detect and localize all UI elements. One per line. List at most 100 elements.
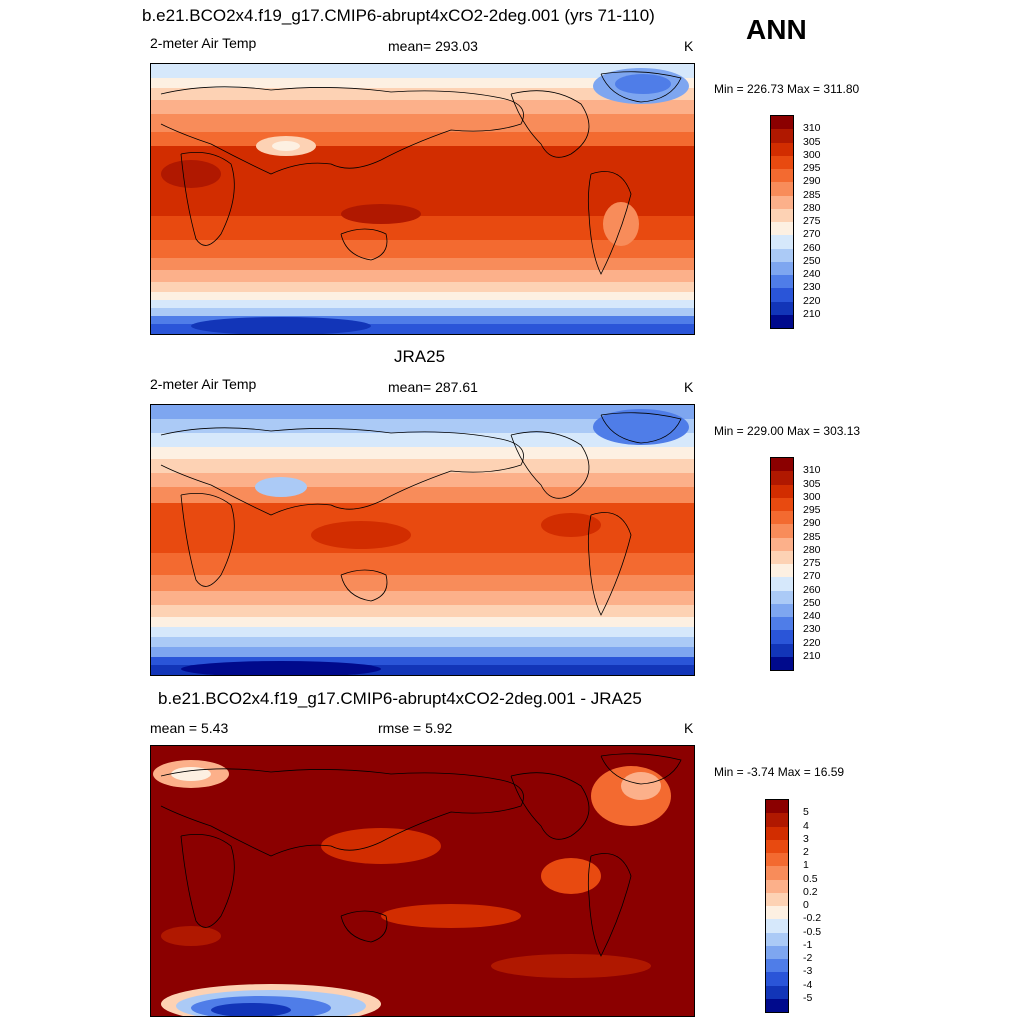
colorbar-tick-label: 285 — [803, 530, 821, 543]
colorbar-tick-label: 295 — [803, 162, 821, 174]
colorbar-swatch — [771, 630, 793, 644]
panel-1-mean-label: mean= 293.03 — [388, 38, 478, 54]
panel-2-map — [150, 404, 695, 676]
colorbar-swatch — [766, 892, 788, 906]
colorbar-tick-label: 5 — [803, 806, 809, 819]
colorbar-tick-label: -3 — [803, 965, 813, 978]
colorbar-tick-label: 240 — [803, 610, 821, 622]
colorbar-swatch — [771, 550, 793, 564]
panel-2-title: JRA25 — [394, 347, 446, 366]
colorbar-tick-label: 2 — [803, 846, 809, 858]
panel-1-minmax: Min = 226.73 Max = 311.80 — [714, 82, 860, 96]
panel-3-rmse-label: rmse = 5.92 — [378, 720, 453, 736]
colorbar-tick-label: 250 — [803, 254, 821, 267]
panel-3-units: K — [684, 720, 694, 736]
colorbar-tick-label: -1 — [803, 938, 813, 951]
colorbar-swatch — [771, 275, 793, 289]
panel-3-colorbar — [765, 799, 789, 1013]
colorbar-tick-label: 295 — [803, 504, 821, 516]
colorbar-swatch — [771, 208, 793, 222]
season-label: ANN — [746, 14, 807, 45]
colorbar-swatch — [771, 182, 793, 196]
colorbar-tick-label: 0.5 — [803, 872, 818, 885]
colorbar-tick-label: 285 — [803, 188, 821, 201]
colorbar-tick-label: 275 — [803, 557, 821, 569]
colorbar-swatch — [771, 524, 793, 538]
colorbar-swatch — [771, 603, 793, 617]
colorbar-tick-label: -4 — [803, 978, 813, 991]
panel-1-units: K — [684, 38, 694, 54]
colorbar-tick-label: 250 — [803, 596, 821, 609]
colorbar-swatch — [771, 643, 793, 657]
panel-2-variable-label: 2-meter Air Temp — [150, 376, 257, 392]
colorbar-swatch — [771, 458, 793, 472]
colorbar-swatch — [771, 195, 793, 209]
panel-3-mean-label: mean = 5.43 — [150, 720, 229, 736]
colorbar-swatch — [771, 656, 793, 670]
colorbar-tick-label: 280 — [803, 543, 821, 556]
colorbar-swatch — [766, 879, 788, 893]
colorbar-tick-label: 270 — [803, 570, 821, 583]
colorbar-swatch — [766, 839, 788, 853]
colorbar-tick-label: -5 — [803, 991, 813, 1004]
colorbar-tick-label: 300 — [803, 490, 821, 503]
colorbar-swatch — [771, 235, 793, 249]
colorbar-swatch — [771, 617, 793, 631]
colorbar-swatch — [771, 169, 793, 183]
colorbar-tick-label: 4 — [803, 819, 809, 832]
colorbar-swatch — [766, 800, 788, 814]
colorbar-swatch — [771, 577, 793, 591]
colorbar-tick-label: 240 — [803, 268, 821, 280]
colorbar-swatch — [771, 116, 793, 130]
colorbar-swatch — [771, 155, 793, 169]
colorbar-swatch — [771, 261, 793, 275]
colorbar-swatch — [771, 288, 793, 302]
colorbar-tick-label: 275 — [803, 215, 821, 227]
colorbar-swatch — [766, 985, 788, 999]
colorbar-tick-label: 210 — [803, 649, 821, 662]
colorbar-swatch — [766, 932, 788, 946]
panel-3-title: b.e21.BCO2x4.f19_g17.CMIP6-abrupt4xCO2-2… — [158, 689, 642, 708]
colorbar-swatch — [771, 301, 793, 315]
panel-2-colorbar — [770, 457, 794, 671]
colorbar-swatch — [766, 866, 788, 880]
colorbar-swatch — [771, 590, 793, 604]
colorbar-swatch — [771, 142, 793, 156]
colorbar-tick-label: 310 — [803, 122, 821, 135]
colorbar-swatch — [771, 314, 793, 328]
panel-1-title: b.e21.BCO2x4.f19_g17.CMIP6-abrupt4xCO2-2… — [142, 6, 655, 25]
colorbar-swatch — [771, 248, 793, 262]
panel-1-map — [150, 63, 695, 335]
colorbar-tick-label: 305 — [803, 135, 821, 148]
colorbar-swatch — [771, 564, 793, 578]
colorbar-swatch — [771, 471, 793, 485]
colorbar-swatch — [771, 222, 793, 236]
panel-1-colorbar — [770, 115, 794, 329]
colorbar-swatch — [766, 813, 788, 827]
colorbar-tick-label: 270 — [803, 228, 821, 241]
colorbar-swatch — [771, 129, 793, 143]
colorbar-swatch — [766, 853, 788, 867]
panel-1-variable-label: 2-meter Air Temp — [150, 35, 257, 51]
colorbar-tick-label: 1 — [803, 859, 809, 872]
colorbar-swatch — [766, 945, 788, 959]
colorbar-tick-label: 260 — [803, 241, 821, 254]
colorbar-swatch — [771, 484, 793, 498]
colorbar-tick-label: 290 — [803, 517, 821, 530]
colorbar-swatch — [771, 497, 793, 511]
panel-2-mean-label: mean= 287.61 — [388, 379, 478, 395]
colorbar-tick-label: 305 — [803, 477, 821, 490]
colorbar-swatch — [766, 826, 788, 840]
colorbar-tick-label: 300 — [803, 148, 821, 161]
colorbar-tick-label: 0 — [803, 899, 809, 911]
colorbar-tick-label: 230 — [803, 281, 821, 294]
colorbar-tick-label: 280 — [803, 201, 821, 214]
panel-2-units: K — [684, 379, 694, 395]
colorbar-tick-label: -0.5 — [803, 925, 822, 938]
colorbar-tick-label: 310 — [803, 464, 821, 477]
colorbar-tick-label: 230 — [803, 623, 821, 636]
colorbar-swatch — [771, 511, 793, 525]
colorbar-tick-label: 3 — [803, 832, 809, 845]
panel-3-map — [150, 745, 695, 1017]
colorbar-tick-label: 210 — [803, 307, 821, 320]
